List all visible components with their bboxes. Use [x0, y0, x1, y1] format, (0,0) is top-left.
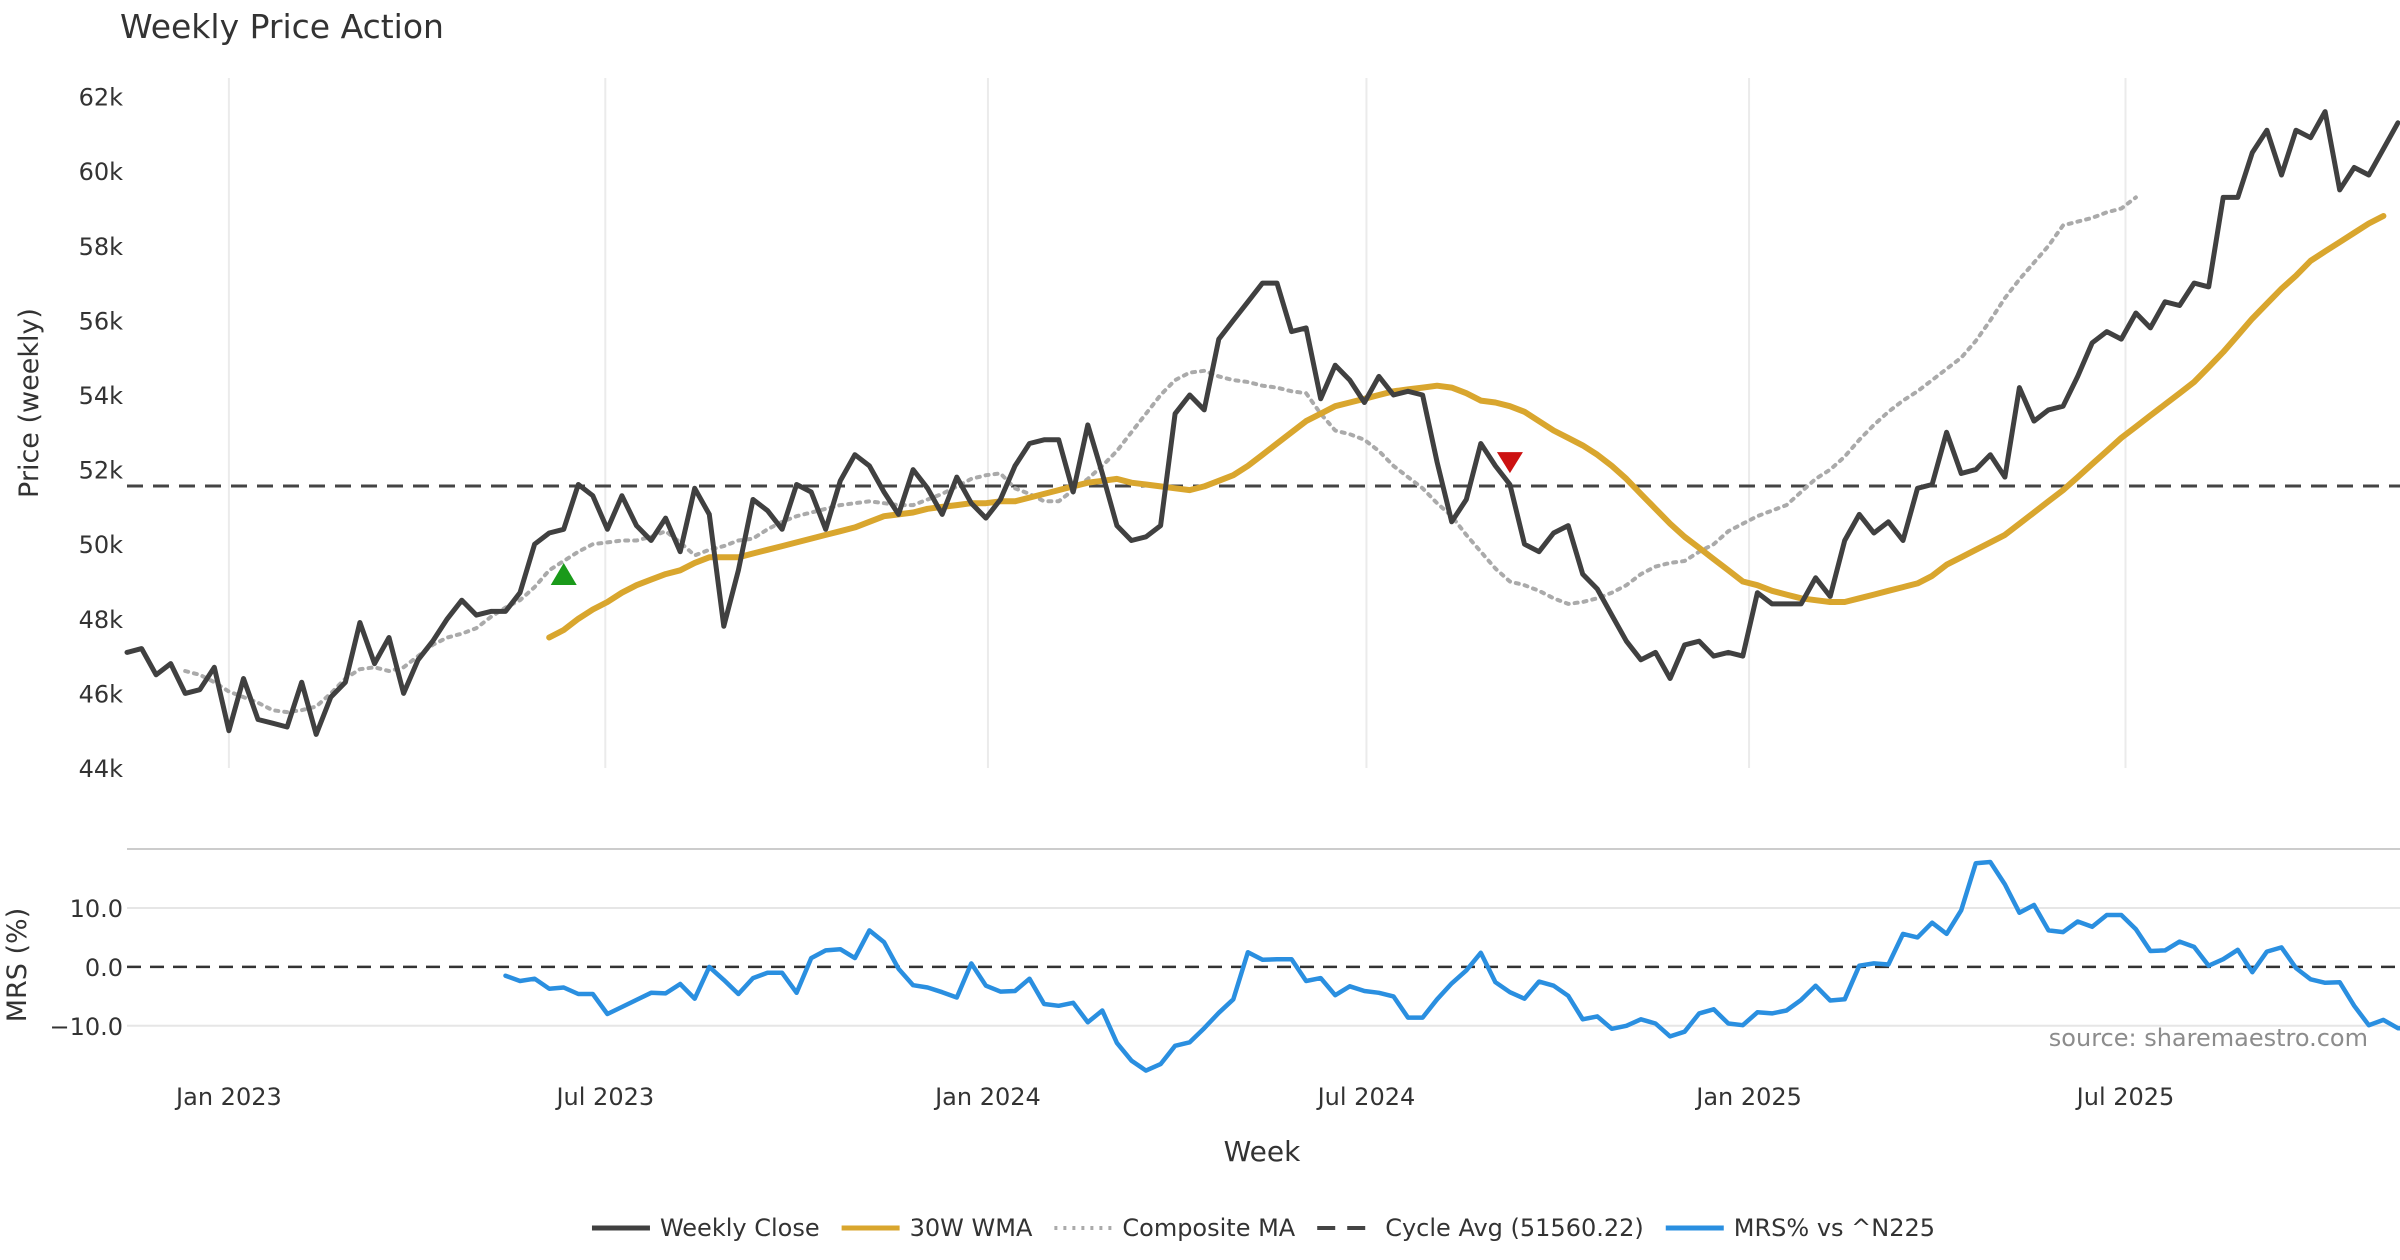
price-series — [124, 109, 2400, 737]
mrs-y-tick-labels: −10.0 0.0 10.0 — [49, 895, 123, 1041]
legend: Weekly Close 30W WMA Composite MA Cycle Avg… — [591, 1214, 1935, 1242]
legend-label: MRS% vs ^N225 — [1734, 1214, 1935, 1242]
mrs-y-tick-label: 0.0 — [85, 954, 123, 982]
legend-label: 30W WMA — [910, 1214, 1033, 1242]
mrs-y-grid — [127, 906, 2400, 1027]
source-annotation: source: sharemaestro.com — [2049, 1024, 2368, 1052]
price-y-tick-labels: 44k 46k 48k 50k 52k 54k 56k 58k 60k 62k — [79, 84, 124, 783]
price-y-tick-label: 46k — [79, 680, 124, 708]
legend-label: Weekly Close — [660, 1214, 820, 1242]
price-y-tick-label: 48k — [79, 606, 124, 634]
mrs-panel: −10.0 0.0 10.0 MRS (%) source: sharemaestr… — [2, 859, 2400, 1073]
composite-ma-line — [183, 195, 2138, 715]
mrs-y-tick-label: 10.0 — [70, 895, 123, 923]
sell-signal-marker — [1496, 452, 1523, 474]
mrs-vs-n225-line — [503, 859, 2400, 1073]
mrs-y-axis-label: MRS (%) — [2, 908, 33, 1023]
price-y-axis-label: Price (weekly) — [14, 308, 45, 498]
x-axis-label: Week — [1224, 1135, 1301, 1168]
x-tick-labels: Jan 2023 Jul 2023 Jan 2024 Jul 2024 Jan 2025… — [174, 1083, 2174, 1111]
chart-title: Weekly Price Action — [120, 7, 444, 46]
30w-wma-line — [546, 213, 2387, 641]
price-y-tick-label: 50k — [79, 531, 124, 559]
price-y-tick-label: 58k — [79, 233, 124, 261]
price-panel: 44k 46k 48k 50k 52k 54k 56k 58k 60k 62k Price (we… — [14, 78, 2400, 783]
x-tick-label: Jan 2024 — [933, 1083, 1041, 1111]
buy-signal-marker — [550, 563, 577, 586]
price-y-tick-label: 54k — [79, 382, 124, 410]
x-tick-label: Jul 2025 — [2075, 1083, 2175, 1111]
signal-markers — [550, 452, 1523, 586]
mrs-series — [127, 859, 2400, 1073]
x-tick-label: Jan 2023 — [174, 1083, 282, 1111]
price-y-tick-label: 44k — [79, 755, 124, 783]
price-y-tick-label: 52k — [79, 457, 124, 485]
mrs-y-tick-label: −10.0 — [49, 1013, 123, 1041]
price-y-tick-label: 60k — [79, 158, 124, 186]
x-tick-label: Jul 2023 — [554, 1083, 654, 1111]
legend-label: Composite MA — [1122, 1214, 1295, 1242]
price-x-grid — [227, 78, 2127, 768]
legend-label: Cycle Avg (51560.22) — [1385, 1214, 1644, 1242]
x-tick-label: Jan 2025 — [1694, 1083, 1802, 1111]
weekly-close-line — [124, 109, 2400, 737]
price-y-tick-label: 56k — [79, 307, 124, 335]
price-y-tick-label: 62k — [79, 84, 124, 112]
x-tick-label: Jul 2024 — [1316, 1083, 1416, 1111]
